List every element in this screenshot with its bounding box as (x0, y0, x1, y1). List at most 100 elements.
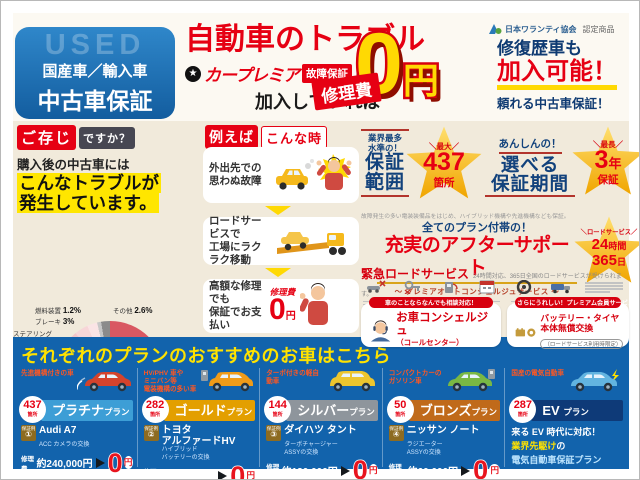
coverage-count-badge: 50 箇所 (386, 396, 414, 423)
concierge-title: お車コンシェルジュ (396, 312, 489, 337)
car-premium-logo-icon: ★ (185, 65, 201, 82)
plan-name: ゴールド (174, 403, 227, 418)
coverage-count-badge: 287 箇所 (509, 396, 537, 423)
plan-name: EV (542, 403, 560, 418)
plan-target: ターボ付きの軽自動車 (266, 370, 319, 386)
zero-digit: 0 (269, 293, 286, 327)
repaired-history-line: 修復歴車も (497, 39, 582, 58)
aftersupport-top: 全てのプラン付帯の！ (422, 222, 532, 234)
plan-platinum: 先進機構付きの車 437 箇所 プラチナプラン (15, 368, 137, 477)
plan-suffix: プラン (349, 407, 375, 417)
star-icon (572, 126, 639, 195)
did-you-know-dark: ですか？ (79, 126, 136, 149)
arrow-right-icon (95, 457, 105, 468)
pie-label-other: その他 (113, 308, 133, 315)
plan-silver: ターボ付きの軽自動車 144 箇所 シルバープラン 保証例 ③ ダイハツ (259, 368, 382, 479)
certified-label: 認定商品 (582, 24, 615, 34)
star-icon (406, 126, 482, 199)
plan-name-bar: EV プラン (531, 400, 623, 421)
plan-target: HV/PHV 車や ミニバン等 電装機構の多い車 (143, 370, 197, 394)
example-car-name: ニッサン ノート (406, 425, 480, 436)
coverage-top: 業界最多 水準の！ (367, 133, 402, 154)
association-row: 日本ワランティ協会 認定商品 (489, 23, 615, 35)
brand-name: カープレミア (204, 66, 300, 85)
breakdown-illustration (276, 154, 352, 190)
pie-label-steering: ステアリング (13, 331, 52, 338)
plan-name-bar: ゴールドプラン (163, 400, 256, 421)
concierge-card: 車のことならなんでも相談対応！ お車コンシェルジュ （コールセンター） (361, 297, 501, 348)
plans-section: それぞれのプランのおすすめのお車はこちら 先進機構付きの車 437 箇所 (13, 337, 629, 479)
yen-glyph: 円 (246, 469, 256, 479)
battery-tire-ribbon: さらにうれしい！プレミアム会員サービス (515, 297, 634, 308)
coverage-count-badge: 282 箇所 (141, 396, 169, 423)
count-unit: 箇所 (395, 412, 406, 418)
star-icon (574, 216, 639, 283)
concierge-sub: （コールセンター） (396, 338, 464, 348)
plans-title: それぞれのプランのおすすめのお車はこちら (21, 346, 391, 366)
warranty-example-tag: 保証例 ① (21, 425, 36, 441)
zero-digit: 0 (472, 455, 489, 480)
used-car-badge: USED 国産車／輸入車 中古車保証 (15, 27, 175, 119)
repair-item: ハイブリッド バッテリーの交換 (161, 447, 210, 461)
did-you-know-red: ご存じ (17, 125, 77, 150)
zero-digit: 0 (352, 455, 369, 480)
aftersupport-main: 充実のアフターサポート (377, 235, 577, 284)
hours-unit: 時間 (608, 241, 627, 251)
repaired-history-block: 修復歴車も 加入可能！ 頼れる中古車保証！ (497, 39, 629, 112)
coverage-main: 保証 範囲 (364, 152, 405, 193)
battery-tire-condition: （ロードサービス利用時限定） (540, 339, 623, 350)
count-number: 50 (394, 399, 407, 411)
plan-suffix: プラン (104, 407, 130, 417)
arrow-right-icon (461, 465, 471, 476)
tow-truck-illustration (277, 232, 346, 255)
arrow-right-icon (340, 465, 350, 476)
zero-digit: 0 (107, 447, 124, 478)
plan-target: コンパクトカーの ガソリン車 (388, 370, 442, 386)
count-unit: 箇所 (517, 412, 528, 418)
plan-target: 先進機構付きの車 (21, 370, 74, 377)
period-years: 3 (594, 146, 609, 174)
compact-car-icon (448, 369, 496, 392)
plan-suffix: プラン (226, 407, 253, 417)
trouble-line2: こんなトラブルが (17, 173, 161, 193)
cost-value: 約60,000円 (407, 467, 459, 479)
plan-target: 国産の電気自動車 (511, 370, 565, 377)
warranty-example-tag: 保証例 ③ (266, 425, 282, 441)
example-header-red: 例えば (205, 125, 258, 149)
example-card-roadservice: ロードサービスで 工場にラクラク移動 (203, 215, 359, 266)
headline: 自動車のトラブル (185, 23, 425, 56)
example-label: 保証例 (21, 426, 36, 431)
payment-text: 高額な修理でも 保証でお支払い (209, 279, 262, 332)
example-label: 保証例 (144, 426, 158, 431)
period-top: あんしんの！ (498, 138, 562, 154)
yen-glyph: 円 (285, 311, 296, 323)
warranty-association-logo-icon (489, 24, 502, 34)
yen-glyph: 円 (489, 464, 501, 478)
association-name: 日本ワランティ協会 (505, 24, 577, 34)
arrow-right-icon (218, 470, 228, 479)
example-label: 保証例 (266, 426, 281, 431)
trouble-line3: 発生しています。 (17, 193, 159, 214)
cost-label: 修理費 (266, 463, 280, 480)
pie-label-brake: ブレーキ (35, 319, 61, 326)
yen-glyph: 円 (400, 58, 441, 104)
pie-pct-fuel: 1.2% (62, 306, 82, 315)
plan-bronze: コンパクトカーの ガソリン車 50 箇所 ブロンズプラン 保証例 ④ (381, 368, 505, 479)
example-label: 保証例 (389, 426, 404, 431)
coverage-unit: 箇所 (433, 177, 455, 189)
down-arrow-icon (265, 206, 291, 215)
plan-name: ブロンズ (419, 403, 472, 418)
coverage-count-badge: 437 箇所 (19, 396, 46, 423)
star-caption: ＼最長／ (593, 140, 623, 149)
battery-tire-card: さらにうれしい！プレミアム会員サービス バッテリー・タイヤ本体無償交換 （ロード… (507, 297, 634, 350)
cost-label: 修理費 (21, 455, 34, 473)
plan-name: シルバー (297, 403, 350, 418)
plan-ev: 国産の電気自動車 287 箇所 EV プラン 来る EV 時代に対応！ 業界 (504, 368, 627, 467)
roadservice-note (583, 280, 625, 305)
plan-name-bar: プラチナプラン (41, 400, 133, 421)
period-star: ＼最長／ 3年 保証 (571, 125, 639, 199)
concierge-ribbon: 車のことならなんでも相談対応！ (369, 297, 493, 308)
count-number: 437 (23, 399, 42, 411)
reliable-warranty-line: 頼れる中古車保証！ (497, 96, 610, 111)
